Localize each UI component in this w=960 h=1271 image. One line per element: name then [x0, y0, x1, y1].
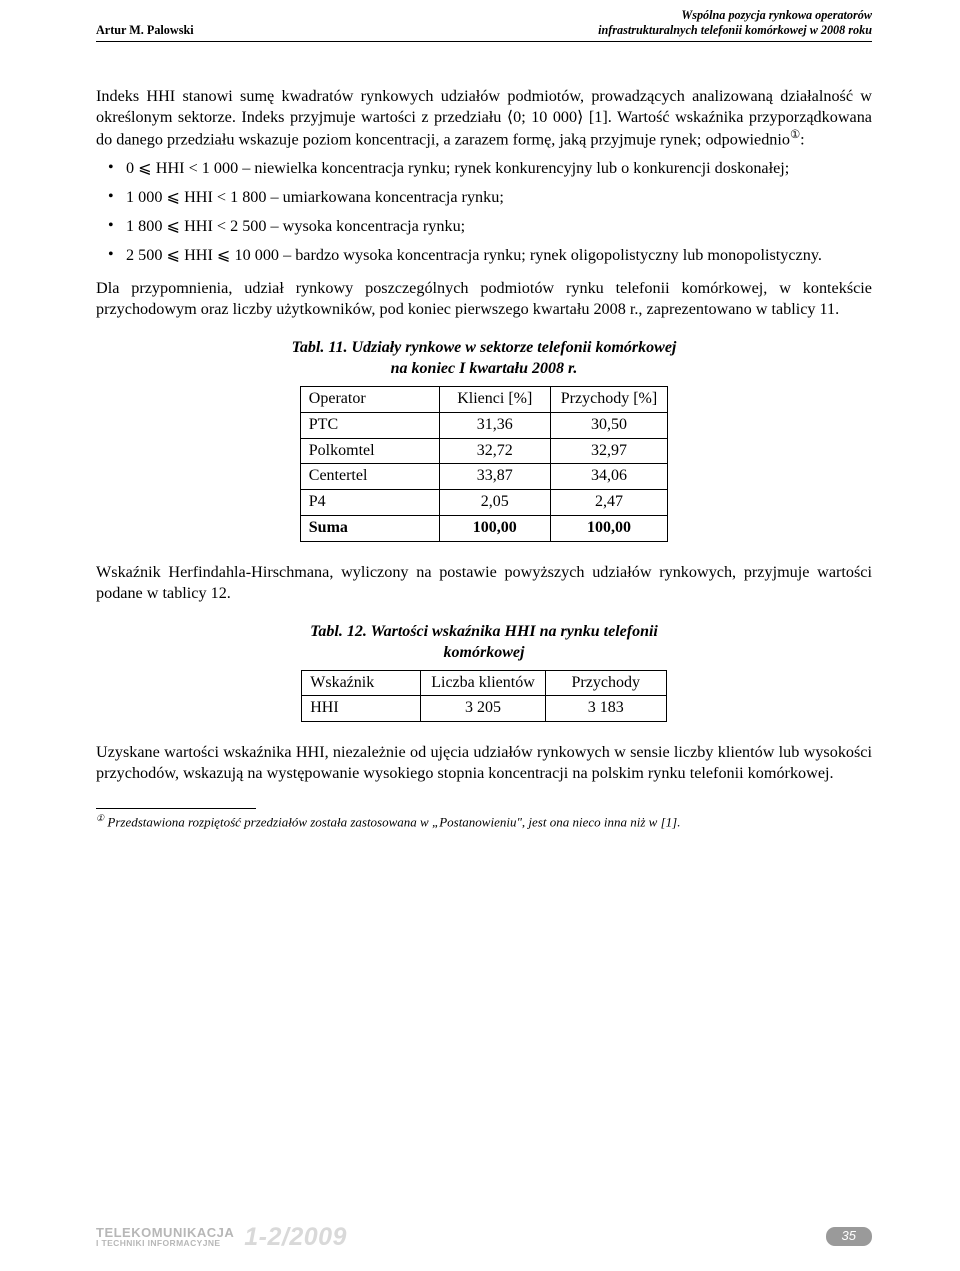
header-author: Artur M. Palowski: [96, 23, 194, 39]
journal-name: TELEKOMUNIKACJA I TECHNIKI INFORMACYJNE: [96, 1226, 234, 1248]
paragraph-table12-lead: Wskaźnik Herfindahla-Hirschmana, wyliczo…: [96, 562, 872, 604]
table-row: Centertel 33,87 34,06: [300, 464, 667, 490]
footnote-1: ① Przedstawiona rozpiętość przedziałów z…: [96, 813, 872, 831]
col-operator: Operator: [300, 387, 439, 413]
table-row: P4 2,05 2,47: [300, 490, 667, 516]
col-clients: Liczba klientów: [421, 670, 546, 696]
footnote-ref-1: ①: [790, 129, 800, 141]
table12-caption: Tabl. 12. Wartości wskaźnika HHI na rynk…: [96, 622, 872, 664]
table-11: Operator Klienci [%] Przychody [%] PTC 3…: [300, 386, 668, 542]
issue-number: 1-2/2009: [244, 1221, 347, 1254]
table11-caption: Tabl. 11. Udziały rynkowe w sektorze tel…: [96, 338, 872, 380]
list-item: 1 800 ⩽ HHI < 2 500 – wysoka koncentracj…: [96, 216, 872, 237]
table-sum-row: Suma 100,00 100,00: [300, 516, 667, 542]
table-row: HHI 3 205 3 183: [302, 696, 667, 722]
list-item: 2 500 ⩽ HHI ⩽ 10 000 – bardzo wysoka kon…: [96, 245, 872, 266]
hhi-ranges-list: 0 ⩽ HHI < 1 000 – niewielka koncentracja…: [96, 158, 872, 266]
list-item: 1 000 ⩽ HHI < 1 800 – umiarkowana koncen…: [96, 187, 872, 208]
page-footer: TELEKOMUNIKACJA I TECHNIKI INFORMACYJNE …: [96, 1221, 872, 1254]
list-item: 0 ⩽ HHI < 1 000 – niewielka koncentracja…: [96, 158, 872, 179]
col-clients: Klienci [%]: [439, 387, 550, 413]
footnote-rule: [96, 808, 256, 809]
paragraph-intro: Indeks HHI stanowi sumę kwadratów rynkow…: [96, 86, 872, 151]
col-indicator: Wskaźnik: [302, 670, 421, 696]
running-header: Artur M. Palowski Wspólna pozycja rynkow…: [96, 8, 872, 42]
col-revenue: Przychody [%]: [550, 387, 667, 413]
paragraph-table11-lead: Dla przypomnienia, udział rynkowy poszcz…: [96, 278, 872, 320]
page-number: 35: [826, 1227, 872, 1246]
header-title: Wspólna pozycja rynkowa operatorów infra…: [598, 8, 872, 39]
paragraph-conclusion: Uzyskane wartości wskaźnika HHI, niezale…: [96, 742, 872, 784]
table-row: PTC 31,36 30,50: [300, 412, 667, 438]
table-header-row: Operator Klienci [%] Przychody [%]: [300, 387, 667, 413]
table-row: Polkomtel 32,72 32,97: [300, 438, 667, 464]
col-revenue: Przychody: [545, 670, 666, 696]
table-12: Wskaźnik Liczba klientów Przychody HHI 3…: [301, 670, 667, 723]
table-header-row: Wskaźnik Liczba klientów Przychody: [302, 670, 667, 696]
